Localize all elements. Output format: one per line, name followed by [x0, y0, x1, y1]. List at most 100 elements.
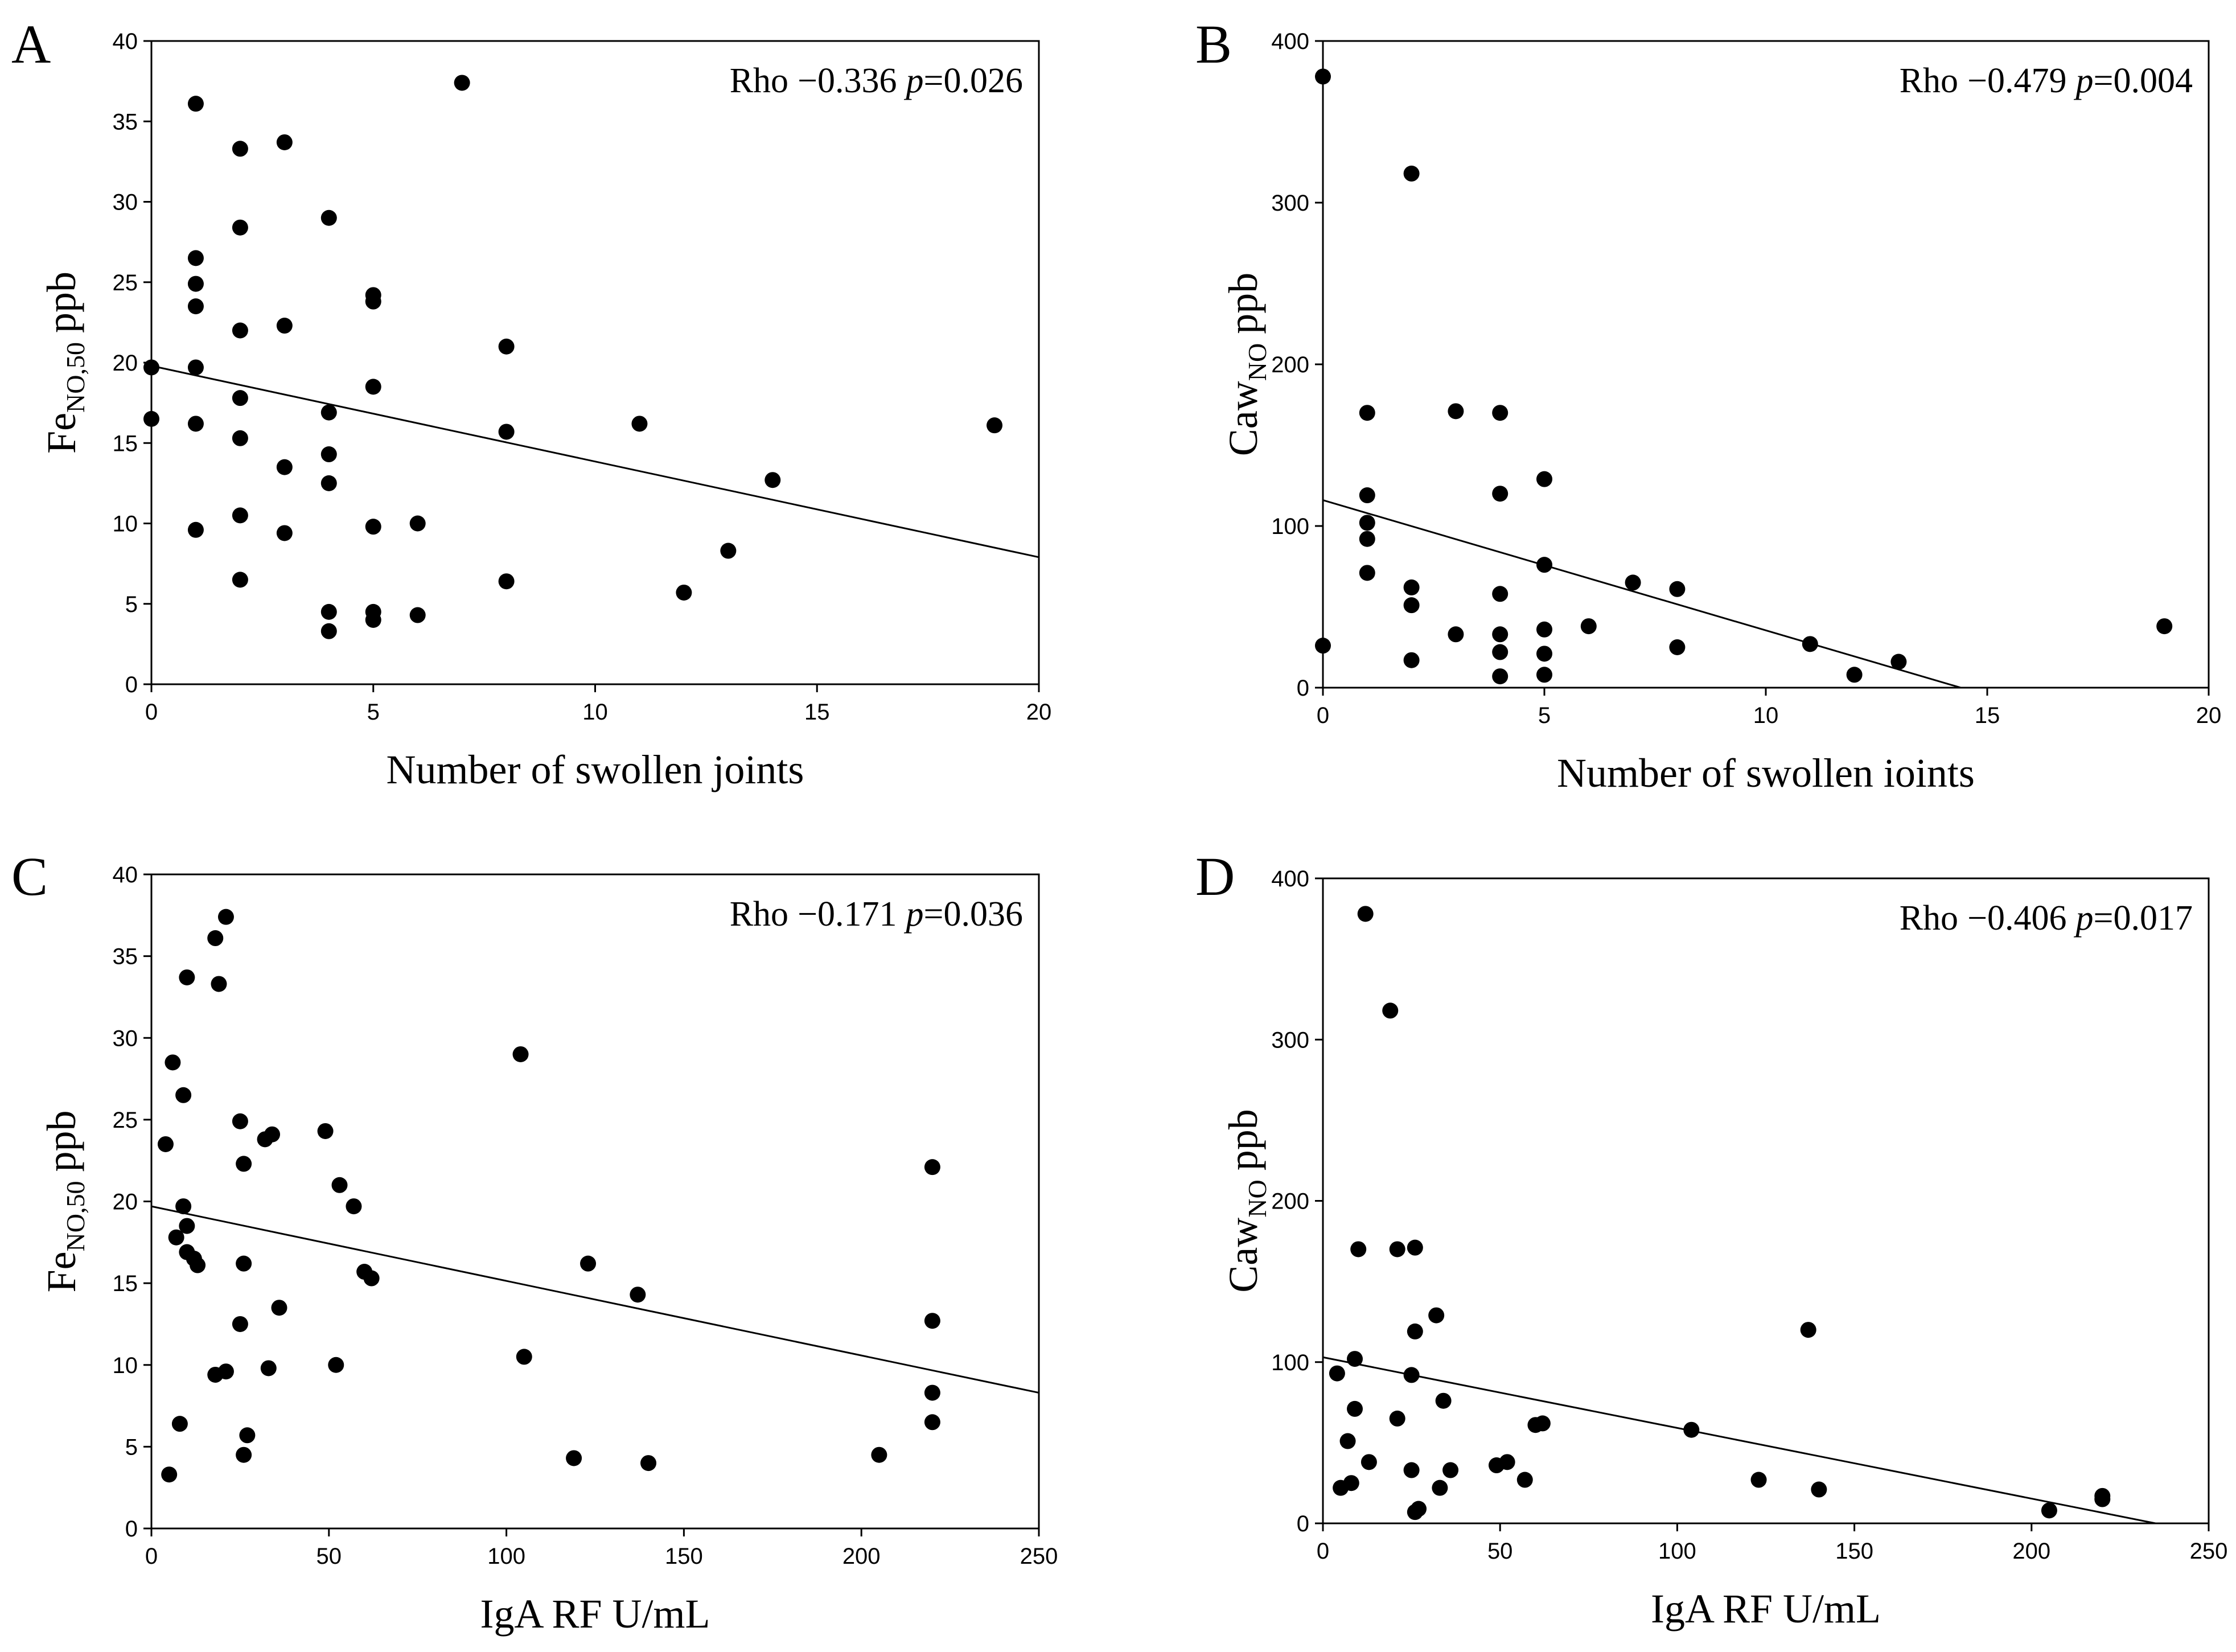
- data-point: [157, 1136, 174, 1152]
- x-tick-label: 15: [804, 700, 830, 725]
- y-tick-label: 30: [113, 1026, 138, 1051]
- data-point: [1625, 574, 1641, 591]
- stat-rho-value: −0.479: [1967, 61, 2066, 100]
- data-point: [236, 1446, 252, 1463]
- data-point: [1389, 1410, 1405, 1427]
- data-point: [365, 293, 381, 310]
- x-tick-label: 250: [2190, 1539, 2228, 1564]
- x-tick-label: 15: [1975, 703, 2000, 728]
- data-point: [1492, 644, 1509, 660]
- data-point: [1492, 668, 1509, 685]
- data-point: [320, 603, 337, 620]
- stat-p-value: =0.036: [924, 895, 1023, 934]
- data-point: [187, 298, 204, 315]
- y-axis-label: CawNO ppb: [1220, 1109, 1272, 1292]
- y-axis-label: FeNO,50 ppb: [39, 1111, 90, 1293]
- x-tick-label: 50: [1487, 1539, 1513, 1564]
- data-point: [187, 416, 204, 432]
- data-point: [211, 976, 227, 992]
- panel-letter: C: [11, 846, 48, 907]
- data-point: [365, 519, 381, 535]
- data-point: [2041, 1502, 2057, 1519]
- y-tick-label: 25: [113, 1108, 138, 1133]
- panel-c: C 0 50 100 150 200 250 0 5 10 15 20 25 30 35 40 IgA RF U…: [11, 846, 1058, 1637]
- stat-p-label: p: [904, 895, 924, 934]
- data-point: [1339, 1433, 1356, 1449]
- data-point: [1403, 652, 1420, 668]
- x-tick-label: 100: [1658, 1539, 1696, 1564]
- data-point: [363, 1270, 380, 1287]
- data-point: [1347, 1351, 1363, 1367]
- data-point: [566, 1450, 582, 1466]
- data-point: [512, 1046, 529, 1062]
- data-point: [207, 930, 224, 947]
- x-axis-label: IgA RF U/mL: [480, 1591, 710, 1637]
- y-axis-label: FeNO,50 ppb: [39, 272, 90, 454]
- stat-rho-label: Rho: [730, 61, 788, 100]
- data-point: [232, 572, 248, 588]
- data-point: [1499, 1454, 1515, 1470]
- data-point: [1811, 1481, 1827, 1498]
- data-point: [1536, 621, 1552, 638]
- stat-rho-value: −0.406: [1967, 899, 2066, 938]
- y-tick-label: 20: [113, 1190, 138, 1215]
- data-point: [1536, 667, 1552, 683]
- stat-rho-value: −0.171: [798, 895, 897, 934]
- data-point: [409, 607, 426, 623]
- data-point: [187, 359, 204, 376]
- x-tick-label: 150: [1835, 1539, 1873, 1564]
- stat-annotation: Rho −0.479 p=0.004: [1900, 61, 2193, 100]
- data-point: [1403, 597, 1420, 614]
- data-point: [1536, 557, 1552, 573]
- data-point: [1580, 618, 1597, 635]
- stat-p-value: =0.026: [924, 61, 1023, 100]
- data-point: [1669, 639, 1686, 655]
- data-point: [346, 1198, 362, 1215]
- data-point: [1360, 1454, 1377, 1470]
- panel-a: A 0 5 10 15 20 0 5 10 15 20 25 30 35 40 Number of swoll…: [11, 14, 1051, 792]
- data-point: [1329, 1365, 1345, 1382]
- data-point: [179, 1218, 195, 1234]
- data-point: [264, 1126, 281, 1143]
- data-point: [317, 1123, 334, 1139]
- x-tick-label: 0: [145, 1544, 158, 1569]
- plot-frame: [1322, 40, 2210, 689]
- data-point: [1359, 565, 1375, 581]
- data-point: [1432, 1480, 1448, 1496]
- y-tick-label: 200: [1271, 352, 1309, 377]
- y-tick-label: 10: [113, 1353, 138, 1378]
- data-point: [454, 75, 470, 91]
- data-point: [498, 424, 515, 440]
- data-point: [232, 430, 248, 446]
- data-point: [171, 1416, 188, 1432]
- y-axis-label-subscript: NO,50: [61, 342, 90, 413]
- data-point: [987, 417, 1003, 434]
- data-point: [1800, 1322, 1816, 1338]
- stat-annotation: Rho −0.171 p=0.036: [730, 895, 1023, 934]
- panel-d: D 0 50 100 150 200 250 0 100 200 300 400 IgA RF U/mL…: [1195, 846, 2227, 1632]
- y-axis-label-main: Caw: [1220, 1218, 1266, 1293]
- data-point: [320, 404, 337, 421]
- data-point: [320, 446, 337, 463]
- y-tick-label: 300: [1271, 191, 1309, 216]
- data-point: [1492, 586, 1509, 602]
- panel-letter: B: [1195, 14, 1232, 75]
- data-point: [1359, 487, 1375, 504]
- stat-rho-label: Rho: [1900, 61, 1958, 100]
- data-point: [676, 584, 692, 601]
- y-axis-label-main: Fe: [39, 1251, 84, 1292]
- y-tick-label: 100: [1271, 514, 1309, 539]
- x-tick-label: 20: [2196, 703, 2222, 728]
- data-point: [1403, 1367, 1420, 1383]
- data-point: [187, 276, 204, 292]
- data-point: [1347, 1400, 1363, 1417]
- data-point: [179, 969, 195, 985]
- x-tick-label: 0: [1317, 1539, 1329, 1564]
- data-point: [232, 141, 248, 157]
- data-point: [276, 318, 293, 334]
- y-tick-label: 0: [125, 672, 138, 697]
- data-point: [1802, 636, 1818, 652]
- data-point: [331, 1177, 348, 1193]
- x-tick-label: 10: [582, 700, 608, 725]
- data-point: [871, 1446, 887, 1463]
